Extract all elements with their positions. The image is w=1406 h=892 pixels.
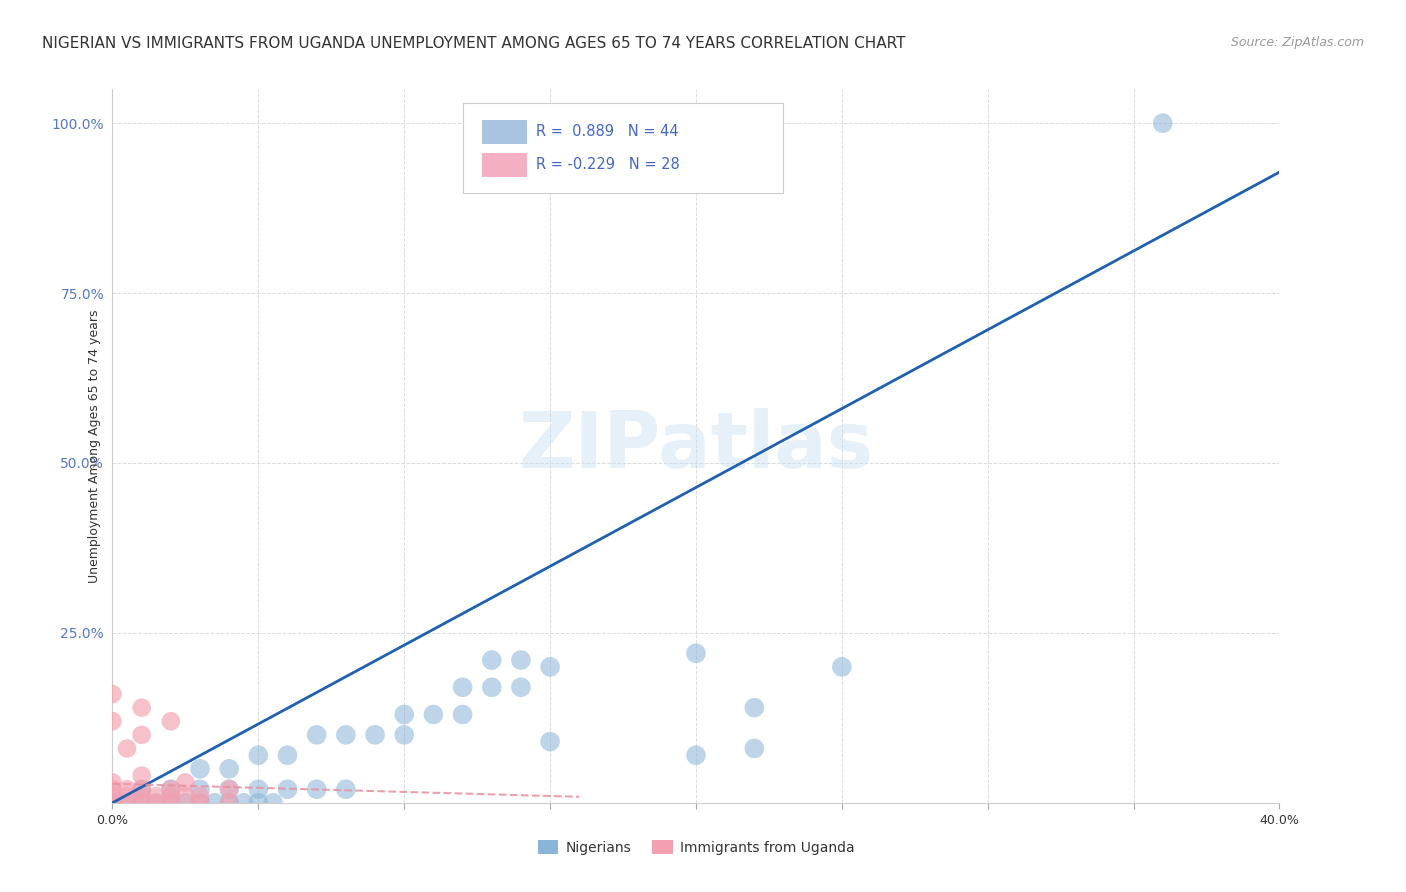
Point <box>115 782 138 797</box>
Text: NIGERIAN VS IMMIGRANTS FROM UGANDA UNEMPLOYMENT AMONG AGES 65 TO 74 YEARS CORREL: NIGERIAN VS IMMIGRANTS FROM UGANDA UNEMP… <box>42 36 905 51</box>
Point <box>101 796 124 810</box>
Point <box>131 789 153 803</box>
Point <box>188 782 211 797</box>
Point <box>131 796 153 810</box>
Point <box>218 762 240 776</box>
Point <box>394 728 416 742</box>
Text: Source: ZipAtlas.com: Source: ZipAtlas.com <box>1230 36 1364 49</box>
Point <box>1152 116 1174 130</box>
Point <box>131 782 153 797</box>
Point <box>145 789 167 803</box>
Point <box>451 680 474 694</box>
Point <box>742 741 765 756</box>
Point <box>115 796 138 810</box>
Point <box>101 775 124 789</box>
Point <box>115 796 138 810</box>
Point <box>685 646 707 660</box>
Bar <box>482 153 527 177</box>
Point <box>160 782 183 797</box>
Point <box>160 796 183 810</box>
Point <box>276 748 298 763</box>
Point <box>160 789 183 803</box>
Point <box>247 748 270 763</box>
Bar <box>482 120 527 145</box>
Point <box>232 796 254 810</box>
Point <box>204 796 226 810</box>
Point <box>174 789 197 803</box>
Point <box>188 796 211 810</box>
Point <box>276 782 298 797</box>
Point <box>160 782 183 797</box>
Point <box>451 707 474 722</box>
Point <box>262 796 284 810</box>
Point <box>131 700 153 714</box>
Point <box>509 680 531 694</box>
Point <box>101 796 124 810</box>
Point <box>188 789 211 803</box>
Point <box>247 796 270 810</box>
Point <box>131 769 153 783</box>
Point <box>115 741 138 756</box>
Text: R = -0.229   N = 28: R = -0.229 N = 28 <box>536 157 681 171</box>
Point <box>831 660 853 674</box>
Point <box>394 707 416 722</box>
Point <box>247 782 270 797</box>
Y-axis label: Unemployment Among Ages 65 to 74 years: Unemployment Among Ages 65 to 74 years <box>89 310 101 582</box>
Point <box>160 714 183 729</box>
Point <box>481 680 503 694</box>
Point <box>131 796 153 810</box>
Point <box>509 653 531 667</box>
Point <box>335 728 357 742</box>
Point <box>101 714 124 729</box>
Text: ZIPatlas: ZIPatlas <box>519 408 873 484</box>
Point <box>160 796 183 810</box>
Point <box>218 796 240 810</box>
Point <box>685 748 707 763</box>
Point <box>101 789 124 803</box>
Point <box>305 782 328 797</box>
Point <box>131 728 153 742</box>
FancyBboxPatch shape <box>463 103 783 193</box>
Point <box>131 782 153 797</box>
Point <box>364 728 387 742</box>
Point <box>742 700 765 714</box>
Point <box>174 796 197 810</box>
Point <box>115 789 138 803</box>
Point <box>538 660 561 674</box>
Point <box>174 775 197 789</box>
Point <box>335 782 357 797</box>
Point <box>481 653 503 667</box>
Legend: Nigerians, Immigrants from Uganda: Nigerians, Immigrants from Uganda <box>531 834 860 860</box>
Point <box>145 796 167 810</box>
Point <box>101 782 124 797</box>
Text: R =  0.889   N = 44: R = 0.889 N = 44 <box>536 124 679 139</box>
Point <box>218 782 240 797</box>
Point <box>305 728 328 742</box>
Point <box>218 782 240 797</box>
Point <box>188 796 211 810</box>
Point <box>101 687 124 701</box>
Point <box>538 734 561 748</box>
Point <box>422 707 444 722</box>
Point <box>188 762 211 776</box>
Point <box>218 796 240 810</box>
Point <box>145 796 167 810</box>
